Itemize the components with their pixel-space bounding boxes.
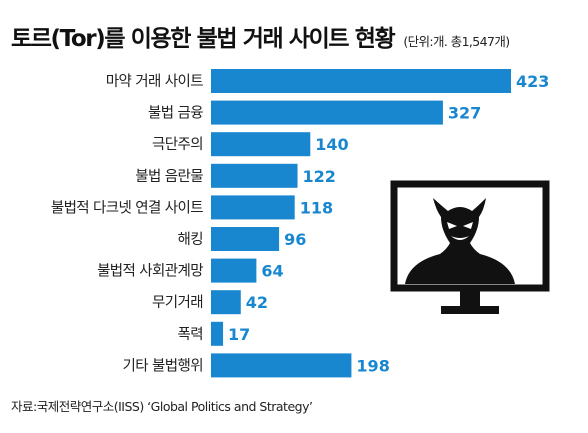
data-label: 140: [315, 135, 348, 154]
devil-silhouette: [405, 198, 515, 284]
data-label: 198: [356, 356, 389, 375]
data-label: 122: [303, 167, 336, 186]
data-label: 96: [284, 230, 306, 249]
category-label: 해킹: [178, 231, 203, 248]
category-label: 극단주의: [152, 136, 203, 153]
category-label: 폭력: [178, 326, 203, 343]
bar: [211, 100, 443, 125]
data-label: 423: [516, 72, 549, 91]
category-label: 마약 거래 사이트: [106, 73, 203, 90]
data-label: 64: [261, 262, 283, 281]
source-note: 자료:국제전략연구소(IISS) ‘Global Politics and St…: [11, 399, 313, 414]
bar: [211, 132, 311, 157]
chart-title: 토르(Tor)를 이용한 불법 거래 사이트 현황: [11, 26, 396, 52]
data-label: 42: [246, 293, 268, 312]
category-label: 불법 음란물: [135, 168, 203, 185]
bar: [211, 195, 295, 220]
category-label: 불법적 다크넷 연결 사이트: [51, 199, 203, 216]
devil-on-monitor-icon: [390, 180, 550, 314]
category-label: 무기거래: [152, 294, 203, 311]
bar: [211, 163, 298, 188]
bar: [211, 290, 241, 315]
data-label: 17: [228, 325, 250, 344]
bar: [211, 321, 224, 346]
category-label: 불법 금융: [148, 105, 203, 122]
data-label: 118: [300, 198, 333, 217]
monitor-neck: [460, 289, 480, 306]
bar: [211, 69, 511, 93]
devil-eye: [447, 222, 457, 229]
category-label: 기타 불법행위: [123, 357, 203, 374]
chart-unit-note: (단위:개. 총1,547개): [403, 34, 510, 49]
chart-title-block: 토르(Tor)를 이용한 불법 거래 사이트 현황 (단위:개. 총1,547개…: [11, 19, 510, 53]
monitor-stand: [441, 306, 499, 314]
data-label: 327: [448, 104, 481, 123]
bar: [211, 258, 257, 283]
category-label: 불법적 사회관계망: [97, 263, 203, 280]
devil-mouth: [451, 236, 469, 240]
devil-eye: [463, 222, 473, 229]
bar: [211, 227, 280, 251]
bar: [211, 353, 352, 378]
